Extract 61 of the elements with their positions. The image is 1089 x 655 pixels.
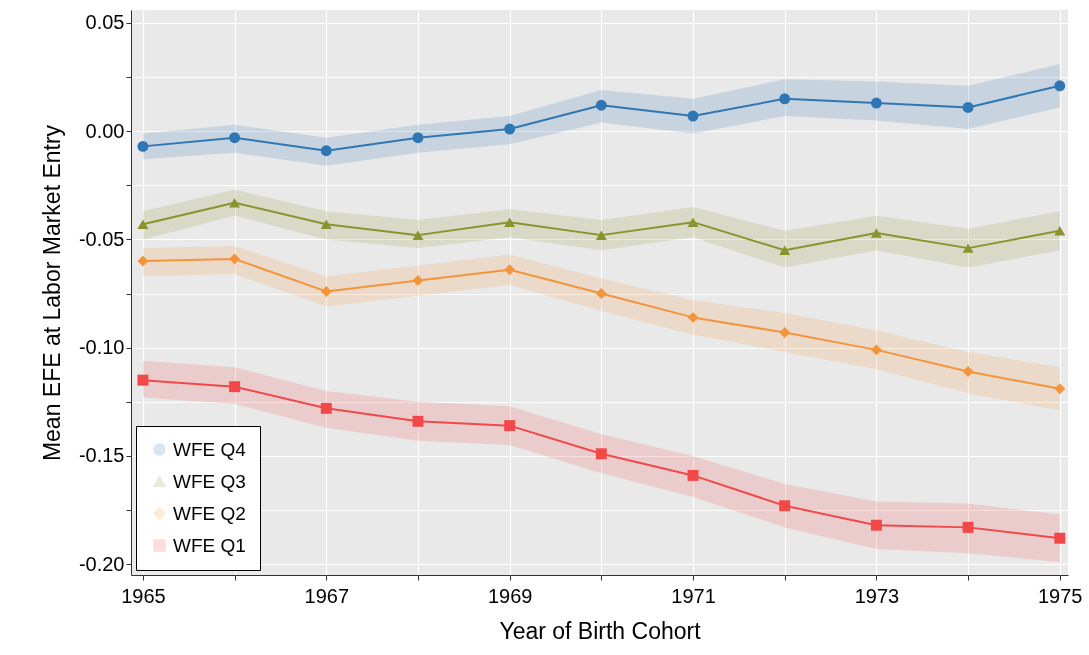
legend-label: WFE Q1	[173, 534, 246, 556]
point	[229, 381, 241, 393]
point	[137, 219, 149, 230]
point	[962, 521, 974, 533]
y-tick-label: -0.10	[78, 336, 125, 359]
point	[412, 230, 424, 240]
point	[504, 420, 516, 432]
y-tick-label: -0.05	[78, 227, 125, 250]
point	[1054, 80, 1066, 92]
point	[1054, 226, 1066, 236]
y-tick-label: 0.05	[85, 11, 125, 34]
y-tick-label: 0.00	[85, 119, 125, 142]
point	[595, 448, 607, 460]
point	[962, 101, 974, 113]
point	[870, 519, 882, 531]
x-tick-label: 1971	[671, 584, 716, 607]
point	[320, 219, 332, 230]
point	[870, 344, 882, 356]
x-tick-label: 1975	[1038, 584, 1083, 607]
point	[595, 288, 607, 300]
point	[595, 99, 607, 111]
point	[779, 500, 791, 512]
y-axis-title: Mean EFE at Labor Market Entry	[38, 124, 65, 462]
point	[870, 97, 882, 109]
point	[687, 110, 699, 122]
x-axis-title: Year of Birth Cohort	[499, 617, 702, 644]
point	[962, 366, 974, 377]
legend-label: WFE Q3	[173, 470, 246, 492]
point	[870, 228, 882, 238]
x-tick-label: 1973	[854, 584, 900, 607]
point	[412, 275, 424, 287]
x-tick-label: 1965	[121, 584, 166, 607]
point	[229, 132, 241, 144]
point	[1054, 383, 1066, 395]
point	[137, 255, 149, 267]
point	[687, 469, 699, 481]
y-tick-label: -0.20	[78, 552, 125, 575]
point	[137, 140, 149, 152]
point	[412, 132, 424, 144]
x-tick-label: 1969	[487, 584, 533, 607]
point	[320, 145, 332, 157]
point	[412, 415, 424, 427]
point	[687, 217, 699, 227]
legend-label: WFE Q4	[173, 438, 247, 460]
x-tick-label: 1967	[304, 584, 350, 607]
point	[779, 93, 791, 105]
point	[137, 374, 149, 386]
point	[504, 217, 516, 227]
point	[229, 253, 241, 265]
point	[320, 402, 332, 414]
point	[229, 197, 241, 208]
legend-label: WFE Q2	[173, 502, 246, 524]
point	[320, 285, 332, 297]
point	[779, 245, 791, 256]
point	[687, 311, 699, 323]
point	[504, 264, 516, 276]
y-tick-label: -0.15	[78, 444, 125, 467]
point	[779, 327, 791, 339]
point	[1054, 532, 1066, 544]
point	[595, 230, 607, 240]
point	[962, 243, 974, 253]
